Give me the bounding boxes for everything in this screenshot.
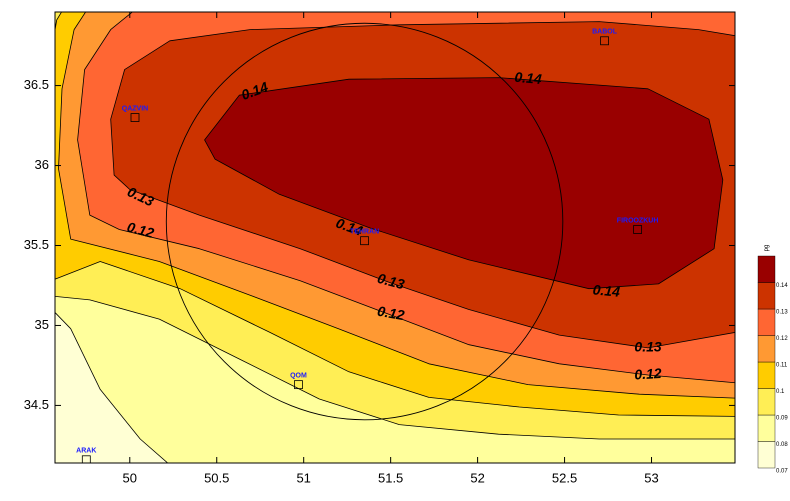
colorbar-label: 0.1 — [776, 389, 785, 395]
city-marker — [633, 225, 643, 234]
colorbar-band — [757, 361, 776, 389]
city-label: FIROOZKUH — [617, 217, 659, 224]
city-marker — [294, 380, 303, 390]
city-marker — [81, 455, 91, 463]
y-tick-label: 36 — [35, 157, 49, 172]
contour-label: 0.12 — [634, 365, 662, 382]
contour-label: 0.13 — [376, 270, 407, 293]
colorbar-title: pg — [764, 245, 770, 252]
colorbar-label: 0.12 — [776, 336, 788, 342]
colorbar-label: 0.09 — [776, 416, 788, 422]
colorbar-band — [757, 282, 776, 310]
contour-label: 0.14 — [514, 69, 543, 87]
contour-label: 0.12 — [125, 219, 156, 242]
colorbar-band — [757, 255, 776, 283]
contour-label: 0.14 — [592, 281, 621, 299]
colorbar-label: 0.13 — [776, 310, 788, 316]
city-label: BABOL — [592, 29, 618, 36]
y-tick-label: 36.5 — [24, 77, 49, 92]
colorbar-band — [757, 414, 776, 442]
contour-label: 0.13 — [634, 339, 661, 355]
y-tick-label: 34.5 — [24, 397, 49, 412]
contour-region — [204, 77, 724, 290]
plot-area: 0.140.140.130.12 0.140.130.120.140.130.12… — [55, 12, 735, 463]
colorbar-label: 0.11 — [776, 363, 788, 369]
city-label: QAZVIN — [122, 105, 148, 112]
colorbar-band — [757, 308, 776, 336]
y-tick-label: 35.5 — [24, 237, 49, 252]
colorbar-band — [757, 335, 776, 363]
contour-label: 0.12 — [376, 303, 406, 324]
city-marker — [360, 236, 369, 246]
x-tick-label: 52.5 — [552, 470, 577, 485]
x-tick-label: 51.5 — [378, 470, 403, 485]
plot-frame — [54, 11, 736, 464]
city-label: QOM — [290, 372, 307, 379]
colorbar-label: 0.07 — [776, 469, 788, 475]
coverage-circle — [165, 22, 564, 421]
x-tick-label: 53 — [644, 470, 658, 485]
x-tick-label: 52 — [470, 470, 484, 485]
colorbar-band — [757, 388, 776, 416]
colorbar-label: 0.14 — [776, 283, 788, 289]
city-label: ARAK — [76, 448, 96, 455]
city-marker — [130, 113, 140, 122]
colorbar-label: 0.08 — [776, 442, 788, 448]
y-tick-label: 35 — [35, 317, 49, 332]
x-tick-label: 50 — [123, 470, 137, 485]
colorbar-band — [757, 441, 776, 469]
x-tick-label: 51 — [296, 470, 310, 485]
x-tick-label: 50.5 — [204, 470, 229, 485]
city-label: TEHRAN — [350, 229, 379, 236]
city-marker — [600, 36, 609, 46]
